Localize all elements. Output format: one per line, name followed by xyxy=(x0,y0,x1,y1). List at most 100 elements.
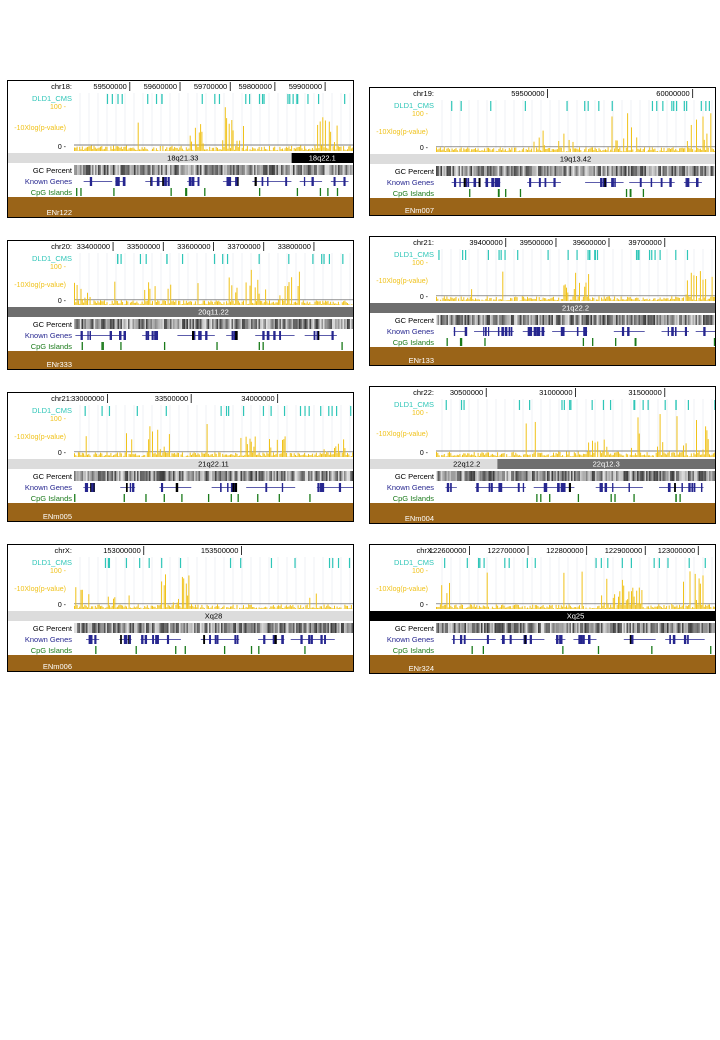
track-label-dld1-cms: DLD1_CMS xyxy=(394,400,434,409)
ruler-tick-label: 122900000 xyxy=(605,546,643,555)
y-axis-bottom-label: 0 - xyxy=(58,450,67,457)
signal-track xyxy=(74,424,353,457)
signal-track xyxy=(74,574,353,609)
ruler-tick-label: 39600000 xyxy=(573,238,606,247)
known-genes-track xyxy=(451,178,702,187)
track-label-cpg-islands: CpG Islands xyxy=(31,646,73,655)
gridlines xyxy=(441,557,713,609)
track-label-known-genes: Known Genes xyxy=(387,483,434,492)
ruler-tick-label: 33800000 xyxy=(278,242,311,251)
ruler-tick-label: 31000000 xyxy=(539,388,572,397)
chromosome-label: chr21: xyxy=(413,238,434,247)
gc-percent-track xyxy=(74,623,353,633)
encode-region-track: ENm007 xyxy=(370,198,715,215)
known-genes-track xyxy=(445,483,704,492)
ruler-tick-label: 34000000 xyxy=(241,394,274,403)
known-genes-track xyxy=(85,635,335,644)
gridlines xyxy=(441,399,713,457)
cytoband-label: 22q12.3 xyxy=(593,460,620,469)
track-label-gc-percent: GC Percent xyxy=(33,320,73,329)
encode-region-track: ENm004 xyxy=(370,503,715,523)
encode-region-label: ENr133 xyxy=(409,356,434,365)
y-axis-bottom-label: 0 - xyxy=(420,450,429,457)
cytoband-label: 21q22.11 xyxy=(198,460,229,469)
signal-track xyxy=(436,414,715,457)
chromosome-label: chr18: xyxy=(51,82,72,91)
cms-track xyxy=(117,254,344,264)
cms-track xyxy=(106,94,346,104)
y-axis-top-label: 100 - xyxy=(50,104,67,111)
track-label-dld1-cms: DLD1_CMS xyxy=(394,558,434,567)
cytoband-label: 18q21.33 xyxy=(167,154,198,163)
y-axis-bottom-label: 0 - xyxy=(58,298,67,305)
genome-browser-svg: chr21: 39400000 39500000 39600000 39700000 DL… xyxy=(370,238,715,365)
cytoband-label: 22q12.2 xyxy=(453,460,480,469)
cms-track xyxy=(84,406,352,416)
cms-track xyxy=(444,558,706,568)
cytoband-label: 18q22.1 xyxy=(309,154,336,163)
cpg-islands-track xyxy=(469,189,645,197)
chromosome-label: chr19: xyxy=(413,89,434,98)
y-axis-title: -10Xlog(p-value) xyxy=(376,278,428,285)
y-axis-title: -10Xlog(p-value) xyxy=(14,282,66,289)
cytoband-track: 20q11.22 xyxy=(8,307,353,317)
encode-region-label: ENm004 xyxy=(405,514,434,523)
y-axis-title: -10Xlog(p-value) xyxy=(14,586,66,593)
ruler-tick-label: 123000000 xyxy=(658,546,696,555)
cytoband-track: 22q12.2 22q12.3 xyxy=(370,459,715,469)
y-axis-top-label: 100 - xyxy=(412,260,429,267)
y-axis-title: -10Xlog(p-value) xyxy=(14,125,66,132)
y-axis-title: -10Xlog(p-value) xyxy=(376,431,428,438)
chromosome-label: chr22: xyxy=(413,388,434,397)
y-axis-top-label: 100 - xyxy=(412,568,429,575)
track-label-gc-percent: GC Percent xyxy=(33,472,73,481)
cpg-islands-track xyxy=(471,646,712,654)
genome-browser-svg: chr20: 33400000 33500000 33600000 33700000 33… xyxy=(8,242,353,369)
track-label-known-genes: Known Genes xyxy=(25,635,72,644)
ruler-tick-label: 33500000 xyxy=(127,242,160,251)
encode-region-label: ENr324 xyxy=(409,664,434,673)
ruler-tick-label: 59500000 xyxy=(511,89,544,98)
browser-panel-chr21-a: chr21: 39400000 39500000 39600000 39700000 DL… xyxy=(369,236,716,366)
known-genes-track xyxy=(453,327,715,336)
ruler-tick-label: 153500000 xyxy=(201,546,239,555)
track-label-known-genes: Known Genes xyxy=(387,178,434,187)
track-label-cpg-islands: CpG Islands xyxy=(393,494,435,503)
known-genes-track xyxy=(83,483,353,492)
genome-browser-svg: chr21: 33000000 33500000 34000000 DLD1_CMS10… xyxy=(8,394,353,521)
ruler-tick-label: 59500000 xyxy=(93,82,126,91)
encode-region-label: ENm005 xyxy=(43,512,72,521)
cytoband-label: 20q11.22 xyxy=(198,308,229,317)
encode-region-track: ENr133 xyxy=(370,347,715,365)
encode-region-label: ENm007 xyxy=(405,206,434,215)
browser-panel-chr18: chr18: 59500000 59600000 59700000 59800000 59… xyxy=(7,80,354,218)
cytoband-track: 18q21.33 18q22.1 xyxy=(8,153,353,163)
y-axis-bottom-label: 0 - xyxy=(58,602,67,609)
gc-percent-track xyxy=(74,319,353,329)
ruler-tick-label: 122800000 xyxy=(546,546,584,555)
browser-panel-chrX-b: chrX: 122600000 122700000 122800000 12290000… xyxy=(369,544,716,674)
encode-region-track: ENr333 xyxy=(8,351,353,369)
y-axis-title: -10Xlog(p-value) xyxy=(14,434,66,441)
y-axis-bottom-label: 0 - xyxy=(420,145,429,152)
track-label-cpg-islands: CpG Islands xyxy=(393,646,435,655)
cytoband-label: Xq25 xyxy=(567,612,585,621)
ruler-tick-label: 33600000 xyxy=(177,242,210,251)
track-label-dld1-cms: DLD1_CMS xyxy=(32,406,72,415)
track-label-known-genes: Known Genes xyxy=(387,327,434,336)
track-label-dld1-cms: DLD1_CMS xyxy=(394,250,434,259)
ruler-tick-label: 31500000 xyxy=(628,388,661,397)
track-label-dld1-cms: DLD1_CMS xyxy=(32,558,72,567)
y-axis-top-label: 100 - xyxy=(50,416,67,423)
track-label-gc-percent: GC Percent xyxy=(33,166,73,175)
track-label-cpg-islands: CpG Islands xyxy=(393,189,435,198)
gc-percent-track xyxy=(74,471,353,481)
cytoband-label: Xq28 xyxy=(205,612,223,621)
ruler-tick-label: 60000000 xyxy=(656,89,689,98)
encode-region-track: ENr324 xyxy=(370,655,715,673)
ruler-tick-label: 33400000 xyxy=(77,242,110,251)
ruler-tick-label: 39400000 xyxy=(469,238,502,247)
track-label-known-genes: Known Genes xyxy=(25,331,72,340)
ruler-tick-label: 122700000 xyxy=(488,546,526,555)
